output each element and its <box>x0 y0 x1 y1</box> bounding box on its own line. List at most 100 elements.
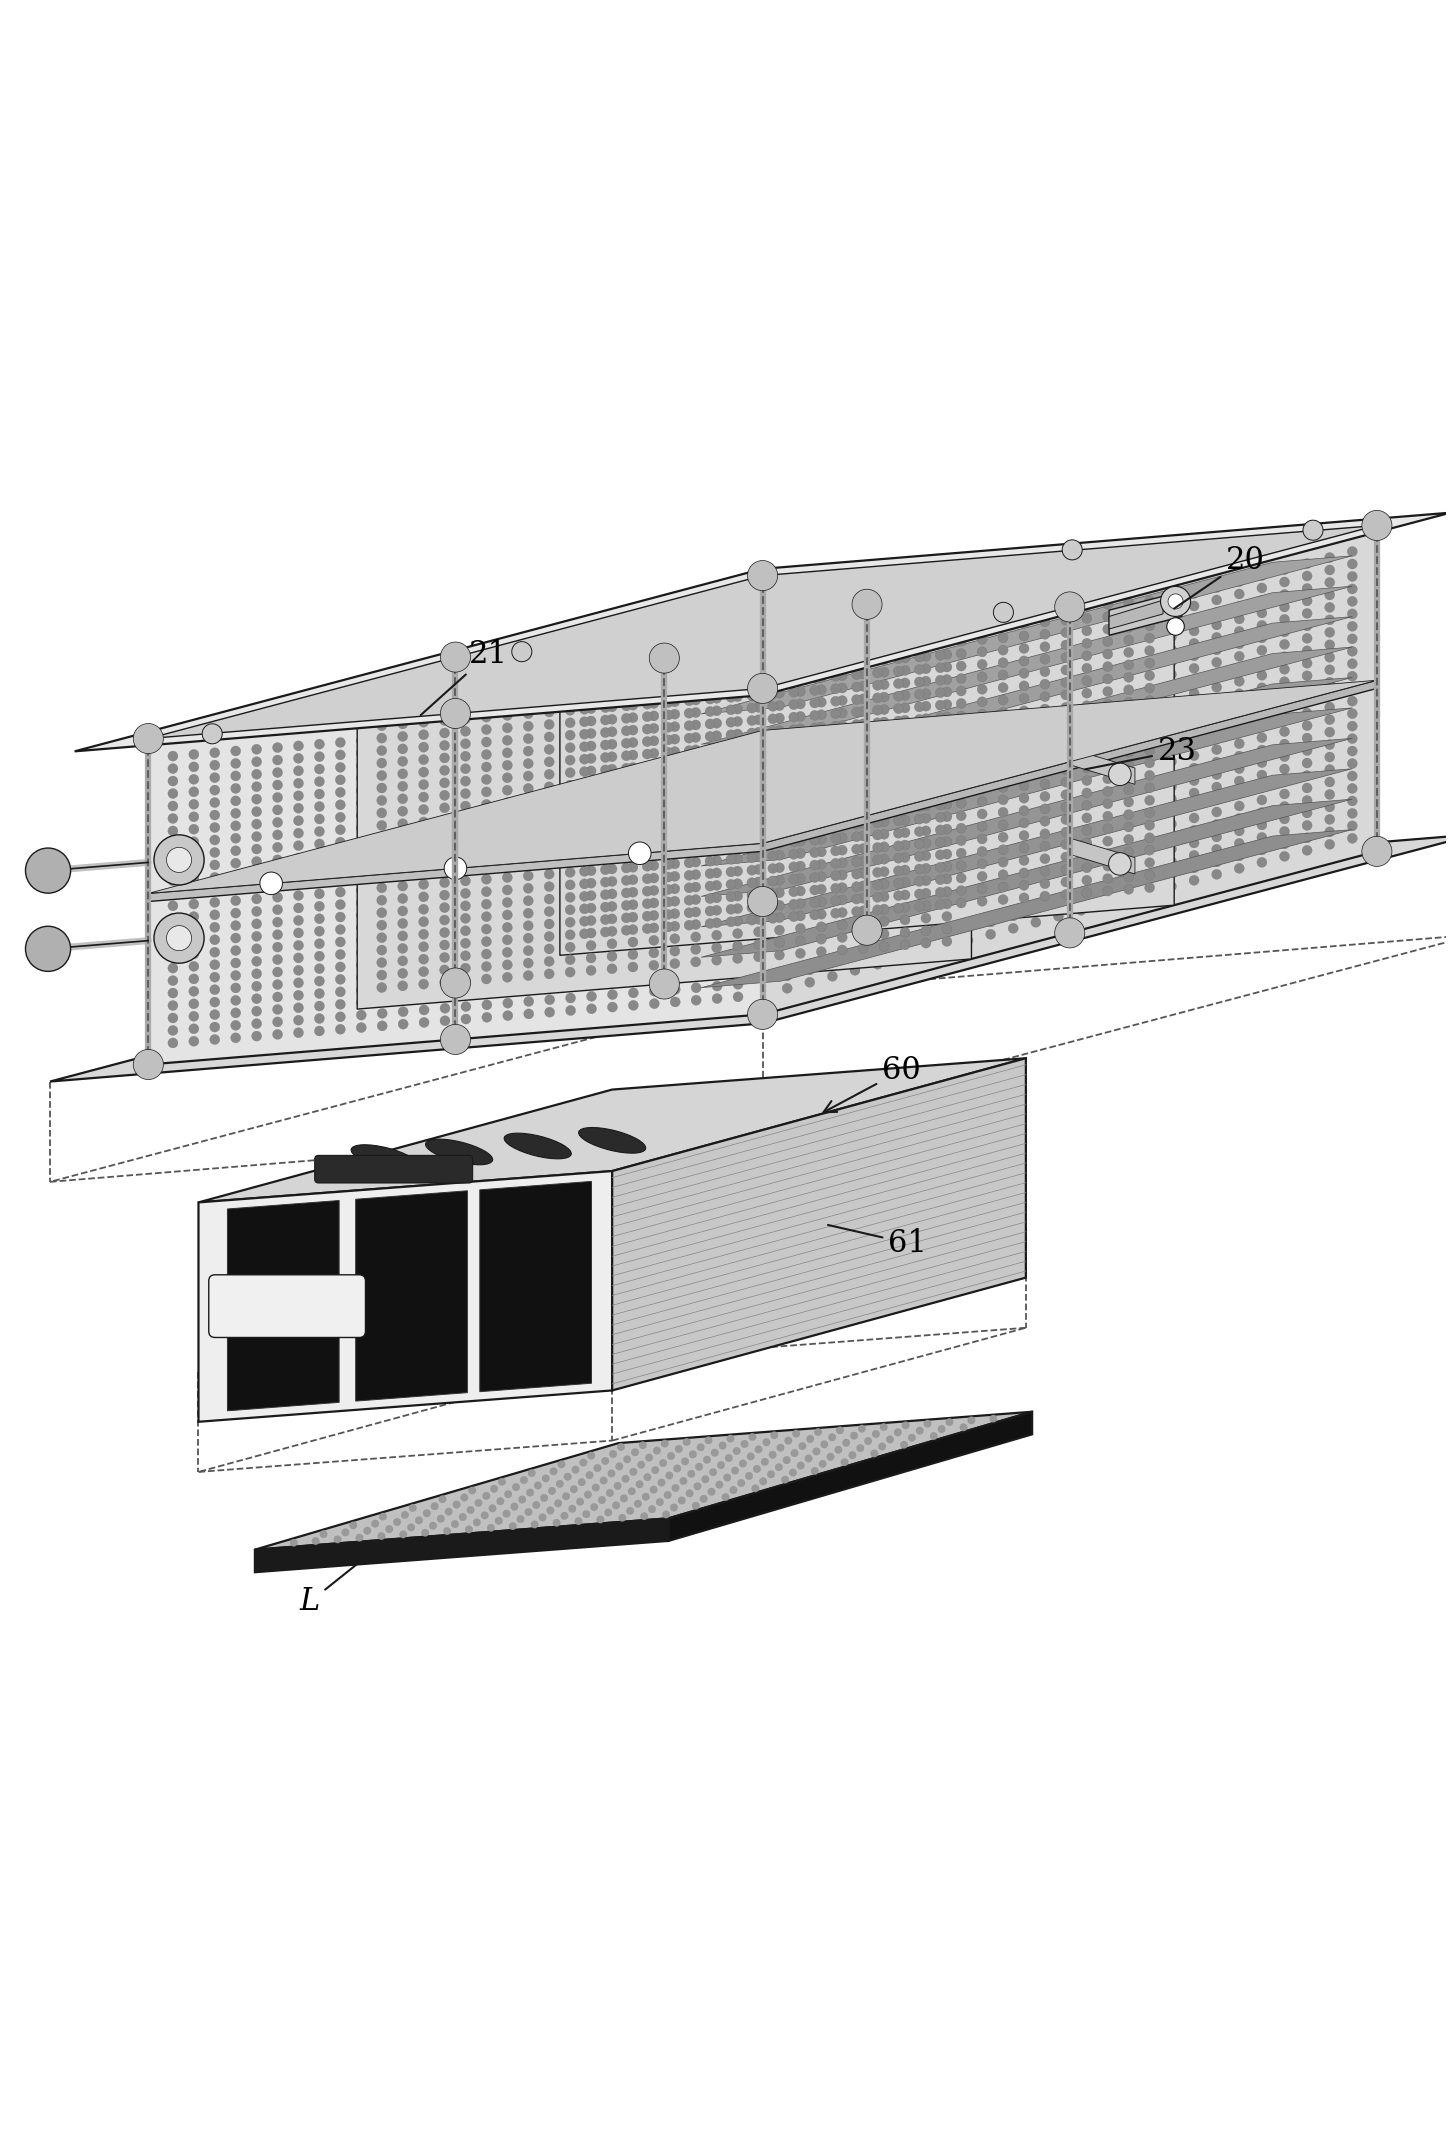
Circle shape <box>505 1490 512 1499</box>
Circle shape <box>895 903 905 913</box>
Circle shape <box>767 1471 774 1478</box>
Circle shape <box>1279 690 1289 698</box>
Circle shape <box>789 775 799 783</box>
Circle shape <box>1008 762 1018 771</box>
Circle shape <box>1040 605 1050 615</box>
Circle shape <box>1040 828 1050 839</box>
Circle shape <box>851 907 861 918</box>
Circle shape <box>1234 788 1244 798</box>
Circle shape <box>690 807 700 818</box>
Circle shape <box>618 1443 625 1450</box>
Circle shape <box>782 933 792 943</box>
Circle shape <box>210 1009 220 1020</box>
Circle shape <box>624 1456 631 1463</box>
Circle shape <box>315 988 325 999</box>
Circle shape <box>900 915 911 924</box>
Circle shape <box>503 749 513 758</box>
Circle shape <box>377 971 387 981</box>
Circle shape <box>377 822 387 830</box>
Circle shape <box>1302 645 1312 656</box>
Circle shape <box>1082 849 1092 860</box>
Circle shape <box>1054 824 1063 835</box>
Circle shape <box>796 824 805 835</box>
Circle shape <box>1144 720 1154 730</box>
Circle shape <box>600 715 610 726</box>
Circle shape <box>998 720 1008 730</box>
Circle shape <box>796 811 805 822</box>
Circle shape <box>586 741 596 752</box>
Circle shape <box>809 860 819 871</box>
Circle shape <box>747 790 757 801</box>
Circle shape <box>555 1480 564 1488</box>
Circle shape <box>481 962 492 973</box>
Circle shape <box>566 779 576 790</box>
Circle shape <box>900 841 911 849</box>
Circle shape <box>670 809 680 820</box>
Circle shape <box>587 1452 594 1458</box>
Circle shape <box>670 860 680 871</box>
Circle shape <box>796 737 805 747</box>
Polygon shape <box>74 513 1450 752</box>
Text: 23: 23 <box>1085 737 1196 769</box>
Circle shape <box>663 896 673 907</box>
Circle shape <box>545 907 555 918</box>
Circle shape <box>712 720 722 728</box>
Circle shape <box>858 869 869 879</box>
Circle shape <box>393 1518 400 1526</box>
Circle shape <box>670 947 680 958</box>
Circle shape <box>628 726 638 737</box>
Circle shape <box>831 758 841 769</box>
Circle shape <box>1212 732 1222 743</box>
Circle shape <box>789 711 799 722</box>
Circle shape <box>422 1529 429 1537</box>
Circle shape <box>168 888 178 898</box>
Circle shape <box>1103 860 1112 871</box>
Circle shape <box>512 1484 519 1490</box>
Circle shape <box>918 686 928 696</box>
Circle shape <box>1054 911 1063 922</box>
Circle shape <box>1008 837 1018 845</box>
Circle shape <box>670 935 680 943</box>
Circle shape <box>399 794 407 805</box>
Circle shape <box>1103 824 1112 835</box>
Circle shape <box>377 783 387 794</box>
Circle shape <box>1257 807 1267 818</box>
Circle shape <box>1325 803 1334 811</box>
Circle shape <box>963 811 973 820</box>
Circle shape <box>444 1526 451 1535</box>
Circle shape <box>439 715 450 726</box>
Circle shape <box>1144 884 1154 892</box>
Circle shape <box>1212 671 1222 679</box>
Circle shape <box>648 737 658 745</box>
Circle shape <box>503 924 513 933</box>
Circle shape <box>650 898 660 909</box>
Circle shape <box>956 686 966 696</box>
Circle shape <box>1166 732 1176 741</box>
Circle shape <box>566 981 576 990</box>
Circle shape <box>734 805 742 815</box>
Circle shape <box>650 643 680 673</box>
Circle shape <box>1302 671 1312 681</box>
Circle shape <box>851 845 861 854</box>
Circle shape <box>1054 737 1063 747</box>
Circle shape <box>608 864 618 875</box>
Circle shape <box>774 826 784 835</box>
Circle shape <box>789 1469 796 1475</box>
Circle shape <box>851 794 861 805</box>
Circle shape <box>850 954 860 962</box>
Circle shape <box>628 726 638 735</box>
Circle shape <box>252 745 261 754</box>
Circle shape <box>805 864 815 875</box>
Circle shape <box>154 835 204 886</box>
Circle shape <box>956 835 966 845</box>
Circle shape <box>831 709 841 720</box>
Circle shape <box>481 924 492 935</box>
Circle shape <box>709 1469 716 1475</box>
Circle shape <box>692 994 702 1005</box>
Circle shape <box>1040 617 1050 626</box>
Circle shape <box>941 779 950 790</box>
Circle shape <box>545 720 555 730</box>
Circle shape <box>977 683 987 694</box>
Circle shape <box>670 760 680 769</box>
Circle shape <box>774 739 784 747</box>
